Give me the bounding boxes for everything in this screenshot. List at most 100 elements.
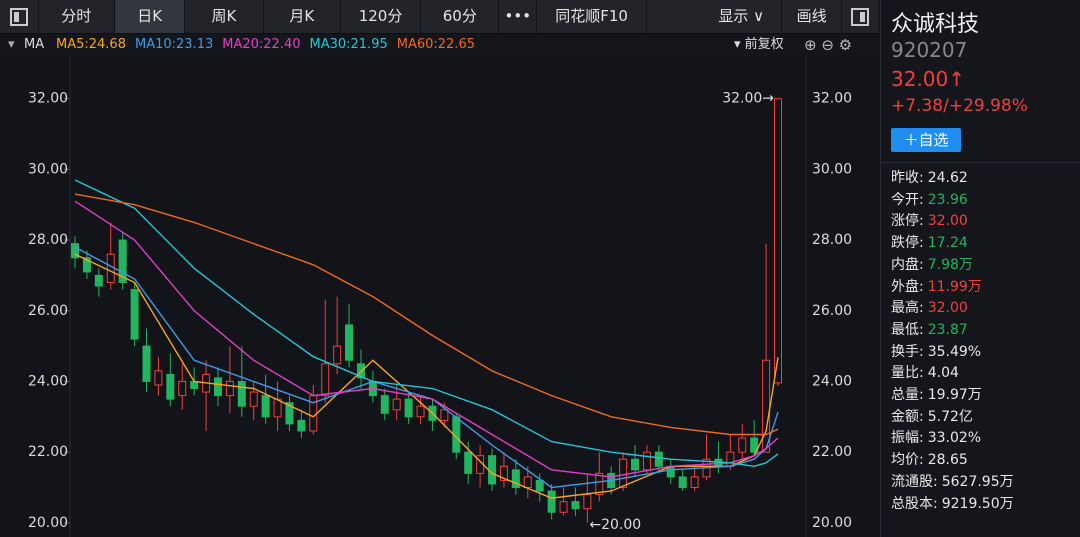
candle-body	[631, 458, 640, 471]
stat-value: 33.02%	[927, 430, 982, 447]
candle-body	[106, 253, 115, 283]
tab[interactable]: 同花顺F10	[537, 0, 648, 33]
stat-row: 外盘: 11.99万	[891, 277, 982, 297]
stat-value: 17.24	[927, 235, 968, 252]
candle-body	[511, 469, 520, 489]
stat-row: 均价: 28.65	[891, 450, 968, 470]
stat-value: 5627.95万	[941, 473, 1014, 490]
tab[interactable]: 60分	[421, 0, 500, 33]
candle-body	[190, 380, 199, 390]
stat-value: 35.49%	[927, 343, 982, 360]
indicator[interactable]: MA	[24, 37, 45, 52]
stat-row: 内盘: 7.98万	[891, 255, 973, 275]
tab[interactable]: 月K	[264, 0, 341, 33]
adjust-label[interactable]: 前复权	[744, 37, 784, 52]
y-tick-label-right: 32.00	[812, 91, 852, 107]
stat-value: 4.04	[927, 365, 959, 382]
legend-items: MA5:24.68 MA10:23.13 MA20:22.40 MA30:21.95 M…	[56, 34, 484, 56]
stat-row: 最低: 23.87	[891, 320, 968, 340]
stock-name: 众诚科技	[891, 12, 980, 37]
annotation: ←20.00	[589, 517, 641, 533]
legend-entry: MA20:22.40	[222, 37, 301, 52]
candle-body	[94, 274, 103, 287]
toolbar: 分时 日K 周K 月K 120分 60分 ••• 同花顺F10 显示 ∨ 画线	[0, 0, 878, 34]
tab[interactable]: 120分	[341, 0, 422, 33]
candle-body	[535, 479, 544, 492]
candle-body	[547, 490, 556, 513]
menu-icon[interactable]	[0, 0, 39, 33]
stat-label: 均价:	[891, 452, 924, 469]
candle-body	[118, 239, 127, 283]
candle-body	[130, 289, 139, 340]
candle-body	[321, 363, 330, 397]
y-tick-label-right: 28.00	[812, 232, 852, 248]
candle-body	[440, 409, 449, 421]
stat-label: 涨停:	[891, 213, 924, 230]
stat-row: 总量: 19.97万	[891, 385, 982, 405]
candle-body	[619, 458, 628, 489]
candle-body	[71, 243, 79, 259]
legend: ▾ MA MA5:24.68 MA10:23.13 MA20:22.40 MA30:2…	[0, 34, 878, 56]
tab[interactable]: 周K	[185, 0, 264, 33]
tab[interactable]: 分时	[39, 0, 115, 33]
stat-label: 金额:	[891, 408, 924, 425]
candle-body	[595, 472, 604, 496]
candle-body	[583, 494, 592, 510]
zoom-buttons[interactable]: ⊕ ⊖ ⚙	[804, 36, 853, 54]
stat-row: 振幅: 33.02%	[891, 428, 981, 448]
candle-body	[392, 398, 401, 411]
candle-body	[642, 451, 651, 471]
stat-value: 7.98万	[927, 256, 973, 273]
ma-line	[74, 246, 779, 489]
stat-row: 跌停: 17.24	[891, 233, 968, 253]
stat-label: 今开:	[891, 191, 924, 208]
legend-entry: MA30:21.95	[309, 37, 388, 52]
tab[interactable]: •••	[499, 0, 538, 33]
tab[interactable]: 画线	[782, 0, 843, 33]
stat-label: 流通股:	[891, 473, 938, 490]
spacer	[647, 0, 702, 33]
candle-body	[571, 501, 580, 510]
candle-body	[178, 380, 187, 397]
y-tick-label-right: 30.00	[812, 161, 852, 177]
tab[interactable]: 显示	[718, 7, 749, 25]
stat-row: 金额: 5.72亿	[891, 407, 973, 427]
candle-body	[738, 437, 747, 453]
stat-value: 9219.50万	[941, 495, 1014, 512]
candle-body	[523, 476, 532, 489]
add-watchlist[interactable]: ＋自选	[891, 128, 961, 152]
stat-value: 19.97万	[927, 387, 982, 403]
stat-row: 总股本: 9219.50万	[891, 494, 1014, 514]
candle-body	[309, 395, 318, 432]
candle-body	[225, 380, 234, 397]
candle-body	[404, 398, 413, 418]
legend-entry: MA5:24.68	[56, 37, 126, 52]
stat-row: 量比: 4.04	[891, 363, 959, 383]
display-menu[interactable]: 显示 ∨	[702, 0, 782, 33]
candle-body	[559, 501, 568, 513]
candle-body	[273, 398, 282, 418]
candle-body	[142, 345, 151, 382]
tab[interactable]: 日K	[114, 0, 186, 33]
collapse[interactable]: ▾	[8, 37, 15, 52]
candle-body	[726, 451, 735, 467]
candle-body	[488, 455, 497, 485]
y-tick-label-right: 20.00	[812, 515, 852, 531]
y-tick-label: 24.00	[28, 373, 68, 389]
candle-body	[249, 391, 258, 407]
legend-entry: MA10:23.13	[134, 37, 214, 52]
panel-icon[interactable]	[842, 0, 878, 33]
candle-body	[750, 437, 759, 453]
stat-label: 外盘:	[891, 278, 924, 295]
y-tick-label: 26.00	[28, 303, 68, 319]
stat-row: 最高: 32.00	[891, 298, 968, 318]
y-tick-label: 28.00	[28, 232, 68, 248]
stat-label: 振幅:	[891, 430, 924, 447]
ma-line	[74, 200, 779, 478]
adjust[interactable]: ▾ 前复权	[734, 37, 784, 52]
stat-row: 昨收: 24.62	[891, 168, 968, 188]
ma-line	[74, 193, 779, 436]
stat-value: 23.87	[927, 321, 968, 338]
stat-label: 内盘:	[891, 256, 924, 273]
sidebar: 众诚科技 920207 32.00↑ +7.38/+29.98% ＋自选 昨收:…	[880, 0, 1080, 537]
